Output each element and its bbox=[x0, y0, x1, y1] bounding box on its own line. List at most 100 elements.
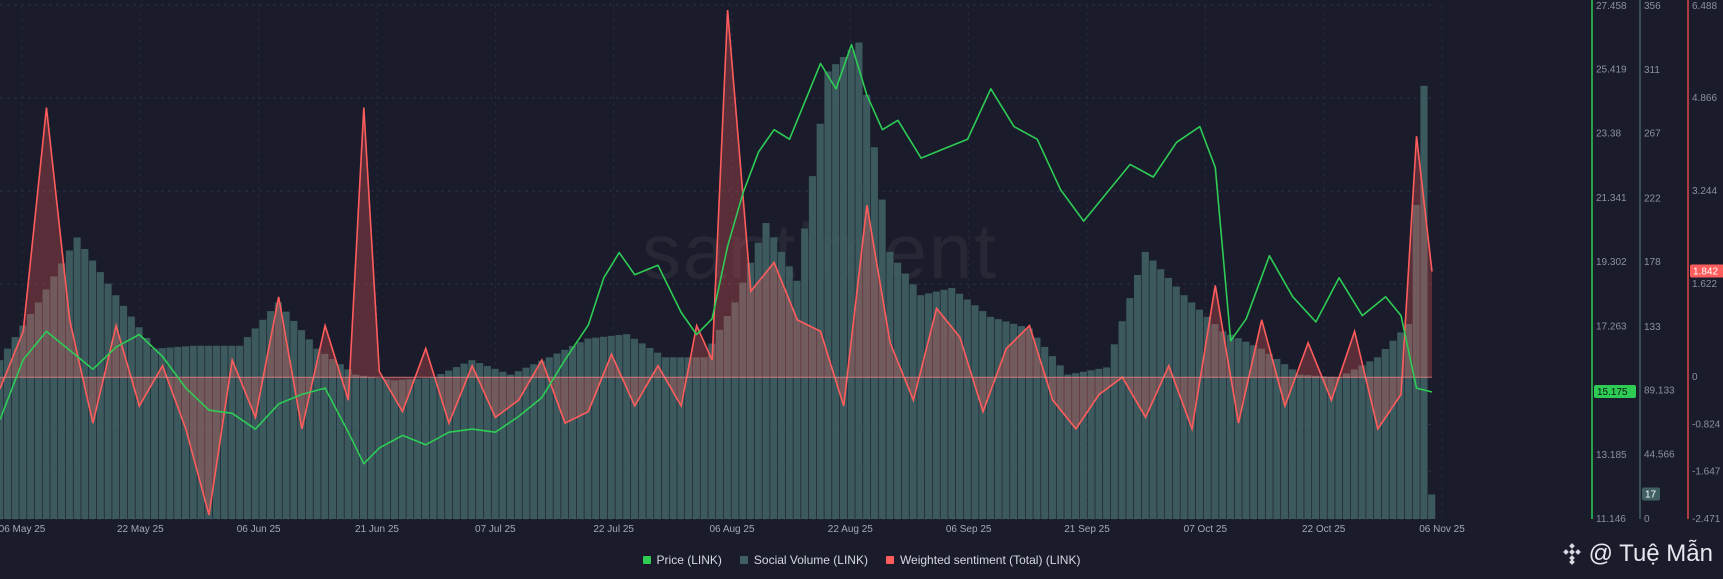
social-volume-bar-140 bbox=[1079, 371, 1087, 519]
social-volume-bar-54 bbox=[414, 378, 422, 519]
social-volume-bar-112 bbox=[863, 94, 871, 519]
social-volume-bar-132 bbox=[1017, 326, 1026, 519]
social-volume-bar-56 bbox=[429, 377, 437, 519]
social-volume-bar-136 bbox=[1048, 356, 1056, 519]
x-tick-8: 06 Sep 25 bbox=[946, 524, 992, 535]
axis-tick-price-1: 25.419 bbox=[1596, 64, 1627, 75]
social-volume-bar-25 bbox=[189, 345, 197, 519]
social-volume-bar-124 bbox=[955, 293, 964, 519]
social-volume-bar-178 bbox=[1373, 357, 1382, 519]
social-volume-bar-150 bbox=[1157, 269, 1165, 519]
axis-tick-price-0: 27.458 bbox=[1596, 1, 1627, 12]
social-volume-bar-83 bbox=[638, 343, 646, 519]
social-volume-bar-123 bbox=[948, 287, 956, 519]
social-volume-bar-80 bbox=[615, 335, 623, 519]
social-volume-bar-165 bbox=[1273, 359, 1281, 519]
social-volume-bar-42 bbox=[321, 353, 329, 519]
social-volume-bar-70 bbox=[537, 360, 546, 519]
social-volume-bar-36 bbox=[274, 302, 282, 519]
social-volume-bar-76 bbox=[584, 338, 592, 519]
social-volume-bar-174 bbox=[1343, 373, 1351, 519]
social-volume-bar-182 bbox=[1404, 324, 1413, 519]
social-volume-bar-64 bbox=[491, 368, 499, 519]
social-volume-bar-125 bbox=[963, 299, 971, 519]
legend-label-social-volume: Social Volume (LINK) bbox=[753, 553, 868, 567]
social-volume-bar-73 bbox=[561, 349, 569, 519]
social-volume-bar-100 bbox=[770, 237, 778, 519]
social-volume-bar-81 bbox=[623, 334, 631, 519]
legend-item-social-volume[interactable]: Social Volume (LINK) bbox=[739, 553, 868, 567]
social-volume-bar-0 bbox=[0, 360, 4, 519]
axis-tick-price-4: 19.302 bbox=[1596, 257, 1627, 268]
social-volume-bar-62 bbox=[476, 363, 484, 519]
social-volume-bar-127 bbox=[979, 311, 987, 519]
social-volume-bar-129 bbox=[994, 319, 1002, 519]
social-volume-bar-139 bbox=[1072, 373, 1080, 519]
social-volume-bar-48 bbox=[367, 376, 375, 519]
social-volume-bar-7 bbox=[50, 276, 58, 519]
social-volume-bar-84 bbox=[646, 348, 654, 519]
social-volume-bar-21 bbox=[158, 348, 166, 519]
legend-swatch-social-volume bbox=[739, 556, 748, 564]
social-volume-bar-169 bbox=[1304, 375, 1312, 519]
axis-tick-price-7: 11.146 bbox=[1596, 514, 1626, 525]
social-volume-bar-167 bbox=[1288, 369, 1296, 519]
social-volume-bar-110 bbox=[847, 49, 855, 520]
social-volume-bar-109 bbox=[839, 56, 847, 519]
social-volume-bar-97 bbox=[746, 262, 755, 519]
social-volume-bar-72 bbox=[553, 353, 561, 519]
social-volume-bar-141 bbox=[1087, 370, 1095, 519]
social-volume-bar-133 bbox=[1025, 328, 1033, 519]
axis-tick-price-3: 21.341 bbox=[1596, 193, 1627, 204]
social-volume-bar-86 bbox=[661, 357, 669, 519]
social-volume-bar-121 bbox=[932, 291, 940, 519]
x-tick-2: 06 Jun 25 bbox=[237, 524, 281, 535]
social-volume-bar-37 bbox=[282, 311, 290, 519]
social-volume-bar-17 bbox=[127, 316, 135, 519]
social-volume-bar-22 bbox=[166, 347, 174, 519]
social-volume-bar-96 bbox=[739, 282, 747, 519]
social-volume-bar-44 bbox=[336, 364, 344, 519]
social-volume-bar-51 bbox=[390, 380, 399, 519]
social-volume-bar-30 bbox=[228, 345, 236, 519]
social-volume-bar-71 bbox=[545, 357, 553, 519]
social-volume-bar-27 bbox=[205, 345, 213, 519]
social-volume-bar-138 bbox=[1064, 374, 1072, 519]
legend: Price (LINK) Social Volume (LINK) Weight… bbox=[0, 553, 1723, 567]
social-volume-bar-130 bbox=[1002, 321, 1010, 519]
legend-label-weighted-sentiment: Weighted sentiment (Total) (LINK) bbox=[899, 553, 1081, 567]
social-volume-bar-105 bbox=[808, 176, 817, 519]
social-volume-bar-16 bbox=[119, 305, 128, 519]
legend-item-weighted-sentiment[interactable]: Weighted sentiment (Total) (LINK) bbox=[885, 553, 1081, 567]
social-volume-bar-143 bbox=[1103, 367, 1111, 519]
axis-tick-social-volume-6: 89.133 bbox=[1644, 385, 1675, 396]
social-volume-bar-79 bbox=[607, 335, 615, 519]
social-volume-bar-149 bbox=[1149, 260, 1157, 519]
social-volume-bar-126 bbox=[971, 305, 979, 519]
axis-tick-sentiment-6: -1.647 bbox=[1692, 467, 1721, 478]
social-volume-bar-131 bbox=[1010, 323, 1018, 519]
axis-tick-social-volume-7: 44.566 bbox=[1644, 450, 1675, 461]
social-volume-bar-88 bbox=[677, 357, 685, 519]
social-volume-bar-69 bbox=[530, 364, 538, 519]
social-volume-bar-19 bbox=[143, 337, 151, 519]
social-volume-bar-146 bbox=[1126, 298, 1134, 519]
social-volume-bar-18 bbox=[135, 327, 143, 519]
social-volume-bar-159 bbox=[1226, 334, 1234, 519]
axis-tick-social-volume-4: 178 bbox=[1644, 257, 1661, 268]
social-volume-bar-14 bbox=[104, 283, 112, 519]
social-volume-bar-5 bbox=[34, 302, 42, 519]
social-volume-bar-53 bbox=[406, 379, 414, 519]
social-volume-bar-163 bbox=[1257, 348, 1265, 519]
social-volume-bar-128 bbox=[986, 316, 995, 519]
sentiment-area bbox=[0, 10, 1432, 515]
social-volume-bar-95 bbox=[731, 302, 739, 519]
social-volume-bar-155 bbox=[1195, 309, 1204, 519]
social-volume-bar-180 bbox=[1389, 340, 1397, 519]
social-volume-bar-32 bbox=[243, 337, 251, 519]
social-volume-bars bbox=[0, 42, 1436, 520]
legend-item-price[interactable]: Price (LINK) bbox=[642, 553, 722, 567]
social-volume-bar-63 bbox=[483, 365, 491, 519]
social-volume-bar-59 bbox=[452, 367, 460, 519]
